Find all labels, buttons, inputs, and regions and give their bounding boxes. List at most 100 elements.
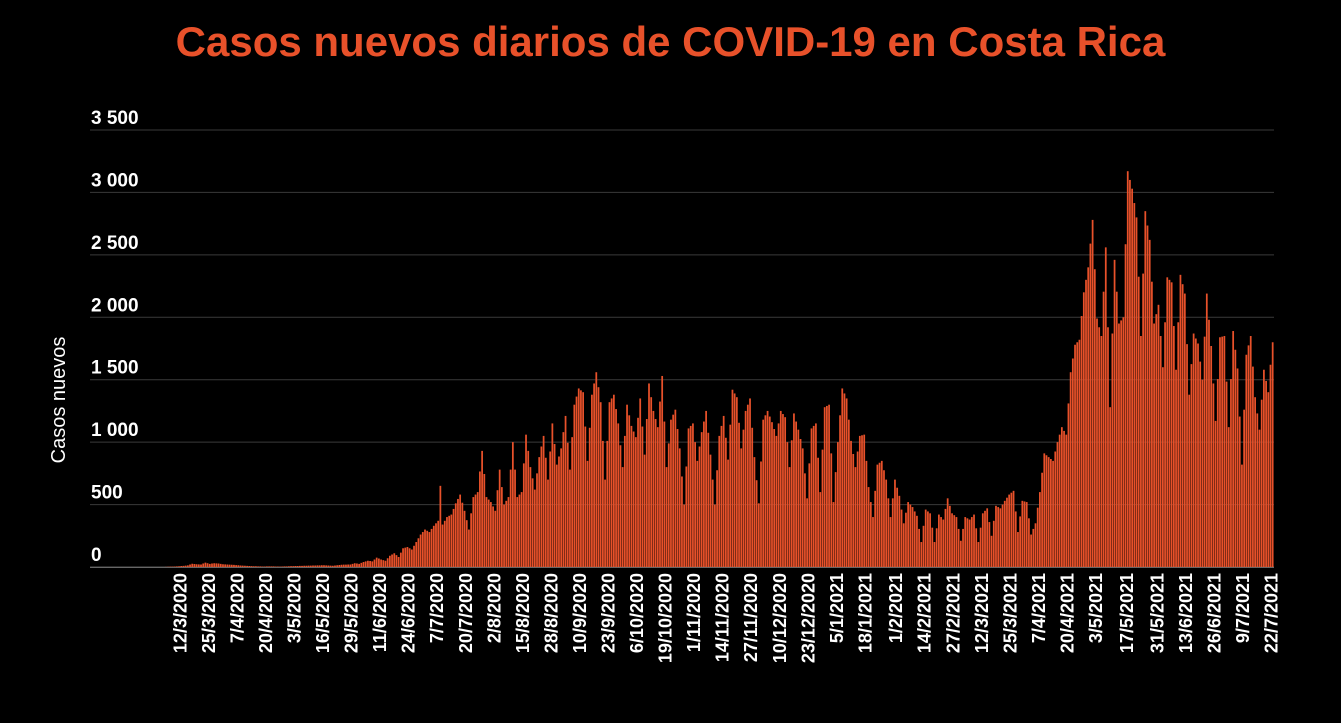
x-tick-label: 20/4/2021 — [1058, 573, 1078, 653]
bar — [1104, 247, 1107, 567]
bar — [1267, 392, 1270, 567]
bar — [522, 463, 525, 567]
bar — [634, 437, 637, 567]
bar — [1135, 217, 1138, 567]
bar — [360, 562, 363, 567]
bar — [246, 565, 248, 567]
bar — [353, 563, 356, 567]
bar — [1155, 314, 1158, 567]
bar — [801, 448, 804, 567]
bar — [505, 500, 508, 567]
bar — [560, 448, 563, 567]
bar — [685, 466, 688, 567]
bar — [722, 415, 725, 567]
bar — [1148, 239, 1151, 567]
bar — [1091, 219, 1094, 567]
bar — [1003, 500, 1006, 567]
bar — [900, 509, 903, 567]
bar — [340, 564, 343, 567]
x-tick-label: 22/7/2021 — [1262, 573, 1282, 653]
bar — [1234, 349, 1237, 567]
bar — [1069, 372, 1072, 567]
x-tick-label: 26/6/2021 — [1205, 573, 1225, 653]
bar — [272, 566, 275, 567]
bar — [1008, 494, 1011, 567]
bar — [735, 397, 738, 567]
bar — [753, 457, 756, 567]
bar — [533, 489, 536, 567]
bar — [1045, 455, 1048, 567]
bar — [1201, 379, 1204, 567]
bar — [1181, 284, 1184, 567]
bar — [367, 560, 369, 567]
bar — [619, 445, 622, 567]
bar — [656, 427, 659, 567]
bar — [830, 453, 833, 567]
x-tick-label: 12/3/2021 — [972, 573, 992, 653]
bar — [630, 425, 633, 567]
bar — [1179, 274, 1182, 567]
bar — [670, 419, 672, 567]
bar — [1238, 416, 1241, 567]
bar — [584, 426, 587, 567]
bar — [230, 564, 233, 567]
bar — [1017, 532, 1019, 567]
bar — [1177, 322, 1180, 567]
bar — [885, 479, 888, 567]
bar — [410, 549, 413, 567]
bar — [224, 564, 227, 567]
bar — [869, 502, 872, 567]
x-tick-label: 15/8/2020 — [513, 573, 533, 653]
bar — [274, 566, 277, 567]
x-tick-label: 6/10/2020 — [627, 573, 647, 653]
bar — [1089, 243, 1092, 567]
bar — [808, 463, 811, 567]
bar — [250, 566, 253, 567]
bar — [1025, 502, 1028, 567]
bar — [204, 562, 207, 567]
bar — [327, 565, 330, 567]
bar — [386, 558, 389, 567]
bar — [891, 498, 894, 567]
bar — [307, 565, 310, 567]
bar — [1060, 427, 1063, 567]
bar — [663, 421, 666, 567]
bar — [518, 494, 521, 567]
bar — [1212, 383, 1215, 567]
bar — [654, 419, 657, 567]
bar — [531, 478, 534, 567]
bar — [865, 460, 868, 567]
bar — [1192, 333, 1195, 567]
x-tick-label: 13/6/2021 — [1176, 573, 1196, 653]
bar — [569, 469, 571, 567]
bar — [951, 513, 953, 567]
bar — [689, 425, 692, 567]
bar — [290, 566, 292, 567]
bar — [298, 565, 301, 567]
x-tick-label: 5/1/2021 — [827, 573, 847, 643]
bar — [957, 528, 960, 567]
x-tick-label: 17/5/2021 — [1117, 573, 1137, 653]
bar — [268, 566, 270, 567]
bar — [487, 499, 490, 567]
bar — [639, 398, 642, 567]
bar — [435, 523, 437, 567]
bar — [694, 442, 696, 567]
bar — [1111, 333, 1114, 567]
bar — [593, 383, 595, 567]
bar — [1219, 337, 1221, 567]
bar — [577, 388, 580, 567]
bar — [1093, 269, 1096, 567]
bar — [492, 506, 494, 567]
x-tick-label: 29/5/2020 — [342, 573, 362, 653]
bar — [551, 423, 554, 567]
bar — [195, 564, 198, 567]
bar — [599, 402, 602, 567]
bar — [779, 410, 782, 567]
bar — [1221, 336, 1224, 567]
bar — [988, 522, 991, 567]
bar — [189, 564, 191, 567]
bar — [927, 511, 929, 567]
bar — [1021, 500, 1024, 567]
bar — [907, 502, 910, 567]
